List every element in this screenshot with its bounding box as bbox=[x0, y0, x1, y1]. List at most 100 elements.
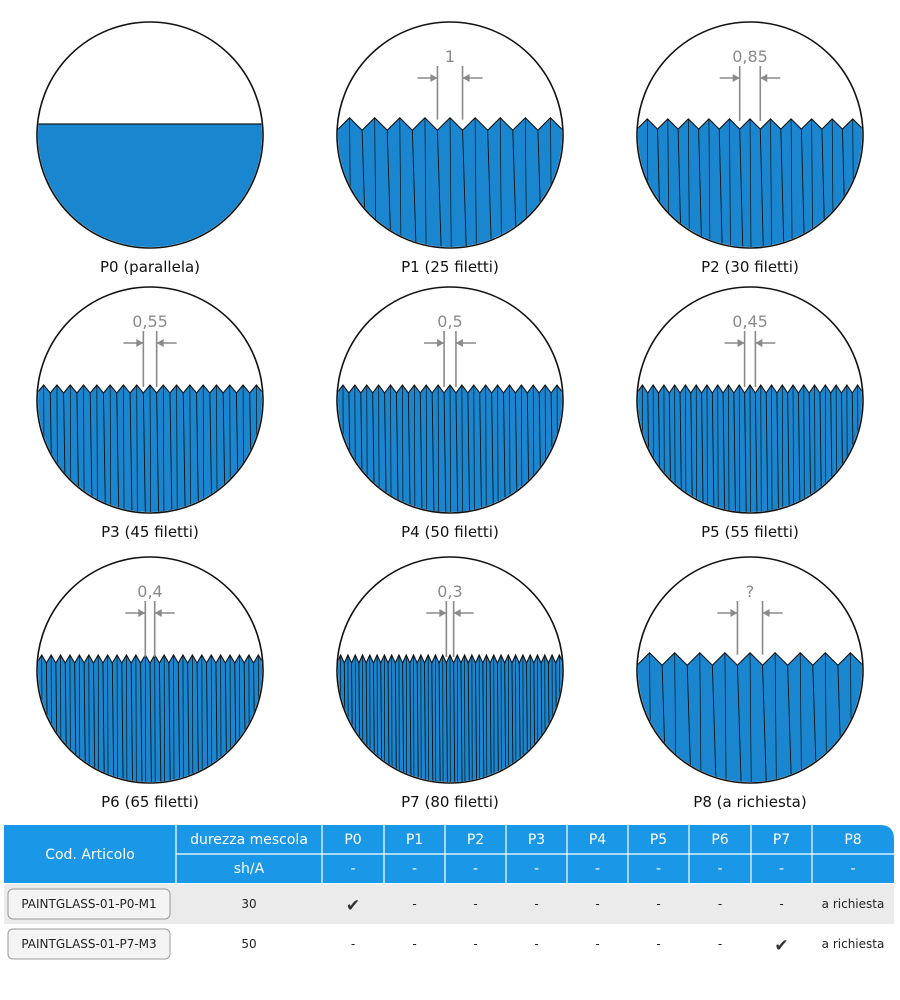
profile-p6: 0,4 P6 (65 filetti) bbox=[36, 556, 264, 811]
crest-line bbox=[873, 119, 874, 250]
crest-line bbox=[724, 652, 727, 782]
check-icon: ✔ bbox=[346, 896, 360, 916]
crest-line bbox=[771, 384, 773, 512]
crest-line bbox=[569, 385, 570, 515]
crest-line bbox=[717, 384, 719, 512]
groove-line bbox=[759, 129, 764, 247]
groove-line bbox=[482, 662, 485, 782]
profile-p2: 0,85 P2 (30 filetti) bbox=[636, 21, 874, 276]
crest-line bbox=[474, 117, 477, 247]
crest-line bbox=[706, 384, 708, 512]
groove-line bbox=[733, 392, 736, 512]
groove-line bbox=[475, 662, 478, 782]
availability-cell: a richiesta bbox=[822, 897, 885, 911]
crest-line bbox=[499, 117, 502, 247]
header-code: Cod. Articolo bbox=[45, 847, 135, 863]
thread-fill bbox=[638, 118, 862, 247]
groove-line bbox=[156, 392, 160, 512]
pitch-dimension: 0,85 bbox=[719, 47, 781, 121]
profile-caption: P4 (50 filetti) bbox=[401, 523, 499, 541]
profile-p3: 0,55 P3 (45 filetti) bbox=[36, 286, 271, 541]
groove-line bbox=[396, 392, 399, 512]
article-code-button[interactable]: PAINTGLASS-01-P0-M1 bbox=[7, 888, 171, 920]
pitch-label: 0,4 bbox=[137, 582, 162, 601]
groove-line bbox=[711, 392, 715, 512]
pitch-label: 0,5 bbox=[437, 312, 462, 331]
groove-line bbox=[698, 129, 703, 247]
availability-cell: - bbox=[534, 937, 538, 951]
profile-p7: 0,3 P7 (80 filetti) bbox=[336, 556, 564, 811]
crest-line bbox=[770, 118, 772, 247]
groove-line bbox=[158, 662, 162, 782]
profile-circle-outline bbox=[336, 556, 564, 784]
crest-line bbox=[162, 384, 165, 512]
groove-line bbox=[438, 662, 441, 782]
crest-line bbox=[695, 384, 698, 512]
groove-line bbox=[177, 662, 181, 782]
availability-cell: - bbox=[534, 897, 538, 911]
crest-line bbox=[576, 118, 577, 250]
header-subrow-dash: - bbox=[595, 861, 600, 877]
groove-line bbox=[462, 130, 467, 247]
crest-line bbox=[738, 384, 741, 512]
groove-line bbox=[402, 662, 405, 782]
crest-line bbox=[109, 384, 112, 512]
groove-line bbox=[722, 392, 726, 512]
availability-cell: - bbox=[473, 897, 477, 911]
groove-line bbox=[431, 662, 434, 782]
groove-line bbox=[787, 665, 792, 782]
pitch-dimension: 1 bbox=[417, 47, 483, 120]
crest-line bbox=[699, 652, 702, 782]
crest-line bbox=[270, 385, 271, 515]
crest-line bbox=[402, 384, 404, 512]
groove-line bbox=[776, 392, 779, 512]
header-unit: sh/A bbox=[234, 861, 265, 877]
groove-line bbox=[130, 662, 134, 782]
groove-line bbox=[563, 130, 567, 250]
pitch-dimension: 0,4 bbox=[125, 582, 175, 657]
crest-line bbox=[749, 384, 751, 512]
pitch-dimension: 0,5 bbox=[424, 312, 476, 387]
articles-table: Cod. Articolo durezza mescola sh/A P0 - P1 - P2… bbox=[4, 825, 894, 960]
crest-line bbox=[792, 384, 794, 512]
thread-fill bbox=[638, 651, 862, 782]
availability-cell: - bbox=[656, 937, 660, 951]
check-icon: ✔ bbox=[774, 936, 788, 956]
groove-line bbox=[754, 392, 758, 512]
crest-line bbox=[790, 118, 793, 247]
crest-line bbox=[149, 384, 152, 512]
pitch-dimension: 0,3 bbox=[426, 582, 474, 657]
profile-circle-outline bbox=[36, 286, 264, 514]
article-code: PAINTGLASS-01-P7-M3 bbox=[21, 937, 156, 951]
groove-line bbox=[149, 662, 152, 782]
groove-line bbox=[111, 662, 115, 782]
crest-line bbox=[868, 385, 869, 515]
groove-line bbox=[424, 662, 427, 782]
crest-line bbox=[728, 384, 730, 512]
header-profile-p0: P0 bbox=[344, 832, 361, 848]
header-hardness: durezza mescola bbox=[190, 832, 308, 848]
header-profile-p6: P6 bbox=[711, 832, 728, 848]
header-subrow-dash: - bbox=[350, 861, 355, 877]
header-subrow-dash: - bbox=[473, 861, 478, 877]
availability-cell: - bbox=[595, 897, 599, 911]
hardness-value: 30 bbox=[241, 897, 256, 911]
groove-line bbox=[701, 392, 704, 512]
groove-line bbox=[504, 662, 507, 782]
groove-line bbox=[168, 662, 171, 782]
groove-line bbox=[196, 392, 199, 512]
header-subrow-dash: - bbox=[779, 861, 784, 877]
header-profile-p4: P4 bbox=[589, 832, 606, 848]
crest-line bbox=[136, 384, 138, 512]
groove-line bbox=[411, 130, 417, 247]
hardness-value: 50 bbox=[241, 937, 256, 951]
groove-line bbox=[563, 393, 565, 515]
crest-line bbox=[96, 384, 98, 512]
profile-p5: 0,45 P5 (55 filetti) bbox=[636, 286, 869, 541]
crest-line bbox=[449, 117, 452, 247]
groove-line bbox=[103, 392, 106, 512]
article-code-button[interactable]: PAINTGLASS-01-P7-M3 bbox=[7, 928, 171, 960]
groove-line bbox=[443, 392, 447, 512]
groove-line bbox=[89, 392, 93, 512]
